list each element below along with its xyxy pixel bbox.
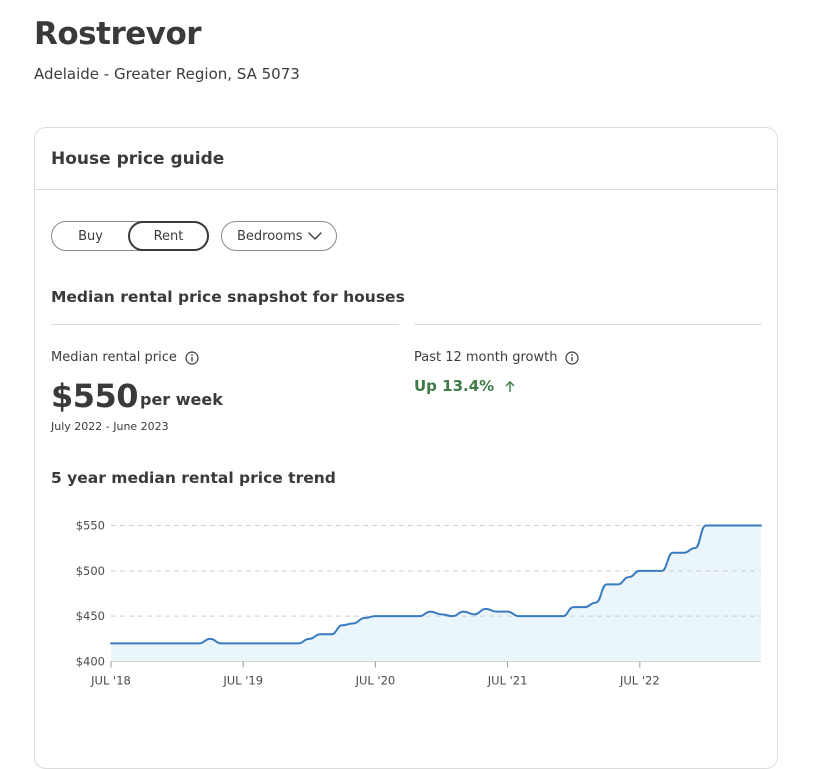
y-tick-label: $400 (76, 655, 105, 669)
snapshot-title: Median rental price snapshot for houses (51, 288, 405, 306)
rent-toggle-button[interactable]: Rent (128, 221, 209, 251)
card-header: House price guide (35, 128, 777, 190)
x-tick-label: JUL '22 (619, 674, 660, 688)
page: Rostrevor Adelaide - Greater Region, SA … (34, 16, 778, 769)
card-title: House price guide (51, 148, 225, 169)
median-price-value: $550 (51, 377, 139, 415)
trend-title: 5 year median rental price trend (51, 469, 336, 487)
y-tick-label: $550 (76, 519, 105, 533)
bedrooms-dropdown-label: Bedrooms (237, 228, 303, 244)
x-tick-label: JUL '21 (487, 674, 528, 688)
x-tick-label: JUL '20 (355, 674, 396, 688)
buy-rent-toggle: Buy Rent (51, 221, 209, 251)
chevron-down-icon (307, 232, 322, 240)
growth-value-row: Up 13.4% (414, 377, 516, 395)
median-price-label-row: Median rental price (51, 350, 199, 365)
divider-right (414, 324, 762, 325)
rental-trend-chart: $400 $450 $500 $550 JUL '18 JUL '19 JUL '20 JUL… (76, 519, 762, 688)
info-icon[interactable] (185, 350, 199, 365)
page-subtitle: Adelaide - Greater Region, SA 5073 (34, 65, 300, 83)
median-price-label: Median rental price (51, 350, 177, 365)
y-tick-label: $500 (76, 564, 105, 578)
growth-value: Up 13.4% (414, 377, 495, 395)
buy-toggle-button[interactable]: Buy (52, 222, 129, 250)
x-tick-label: JUL '19 (222, 674, 263, 688)
chart-series-line (110, 524, 762, 645)
x-tick-label: JUL '18 (90, 674, 131, 688)
growth-label-row: Past 12 month growth (414, 350, 580, 365)
divider-left (51, 324, 399, 325)
price-guide-card: House price guide Buy Rent Bedrooms Medi… (34, 127, 778, 769)
median-price-unit: per week (140, 390, 223, 409)
growth-label: Past 12 month growth (414, 350, 558, 365)
info-icon[interactable] (565, 350, 580, 365)
controls-row: Buy Rent Bedrooms (51, 221, 337, 251)
y-tick-label: $450 (76, 609, 105, 623)
chart-area-fill (111, 525, 761, 662)
page-title: Rostrevor (34, 16, 202, 52)
up-arrow-icon (505, 380, 515, 392)
median-price-period: July 2022 - June 2023 (51, 420, 169, 433)
bedrooms-dropdown[interactable]: Bedrooms (221, 221, 337, 251)
